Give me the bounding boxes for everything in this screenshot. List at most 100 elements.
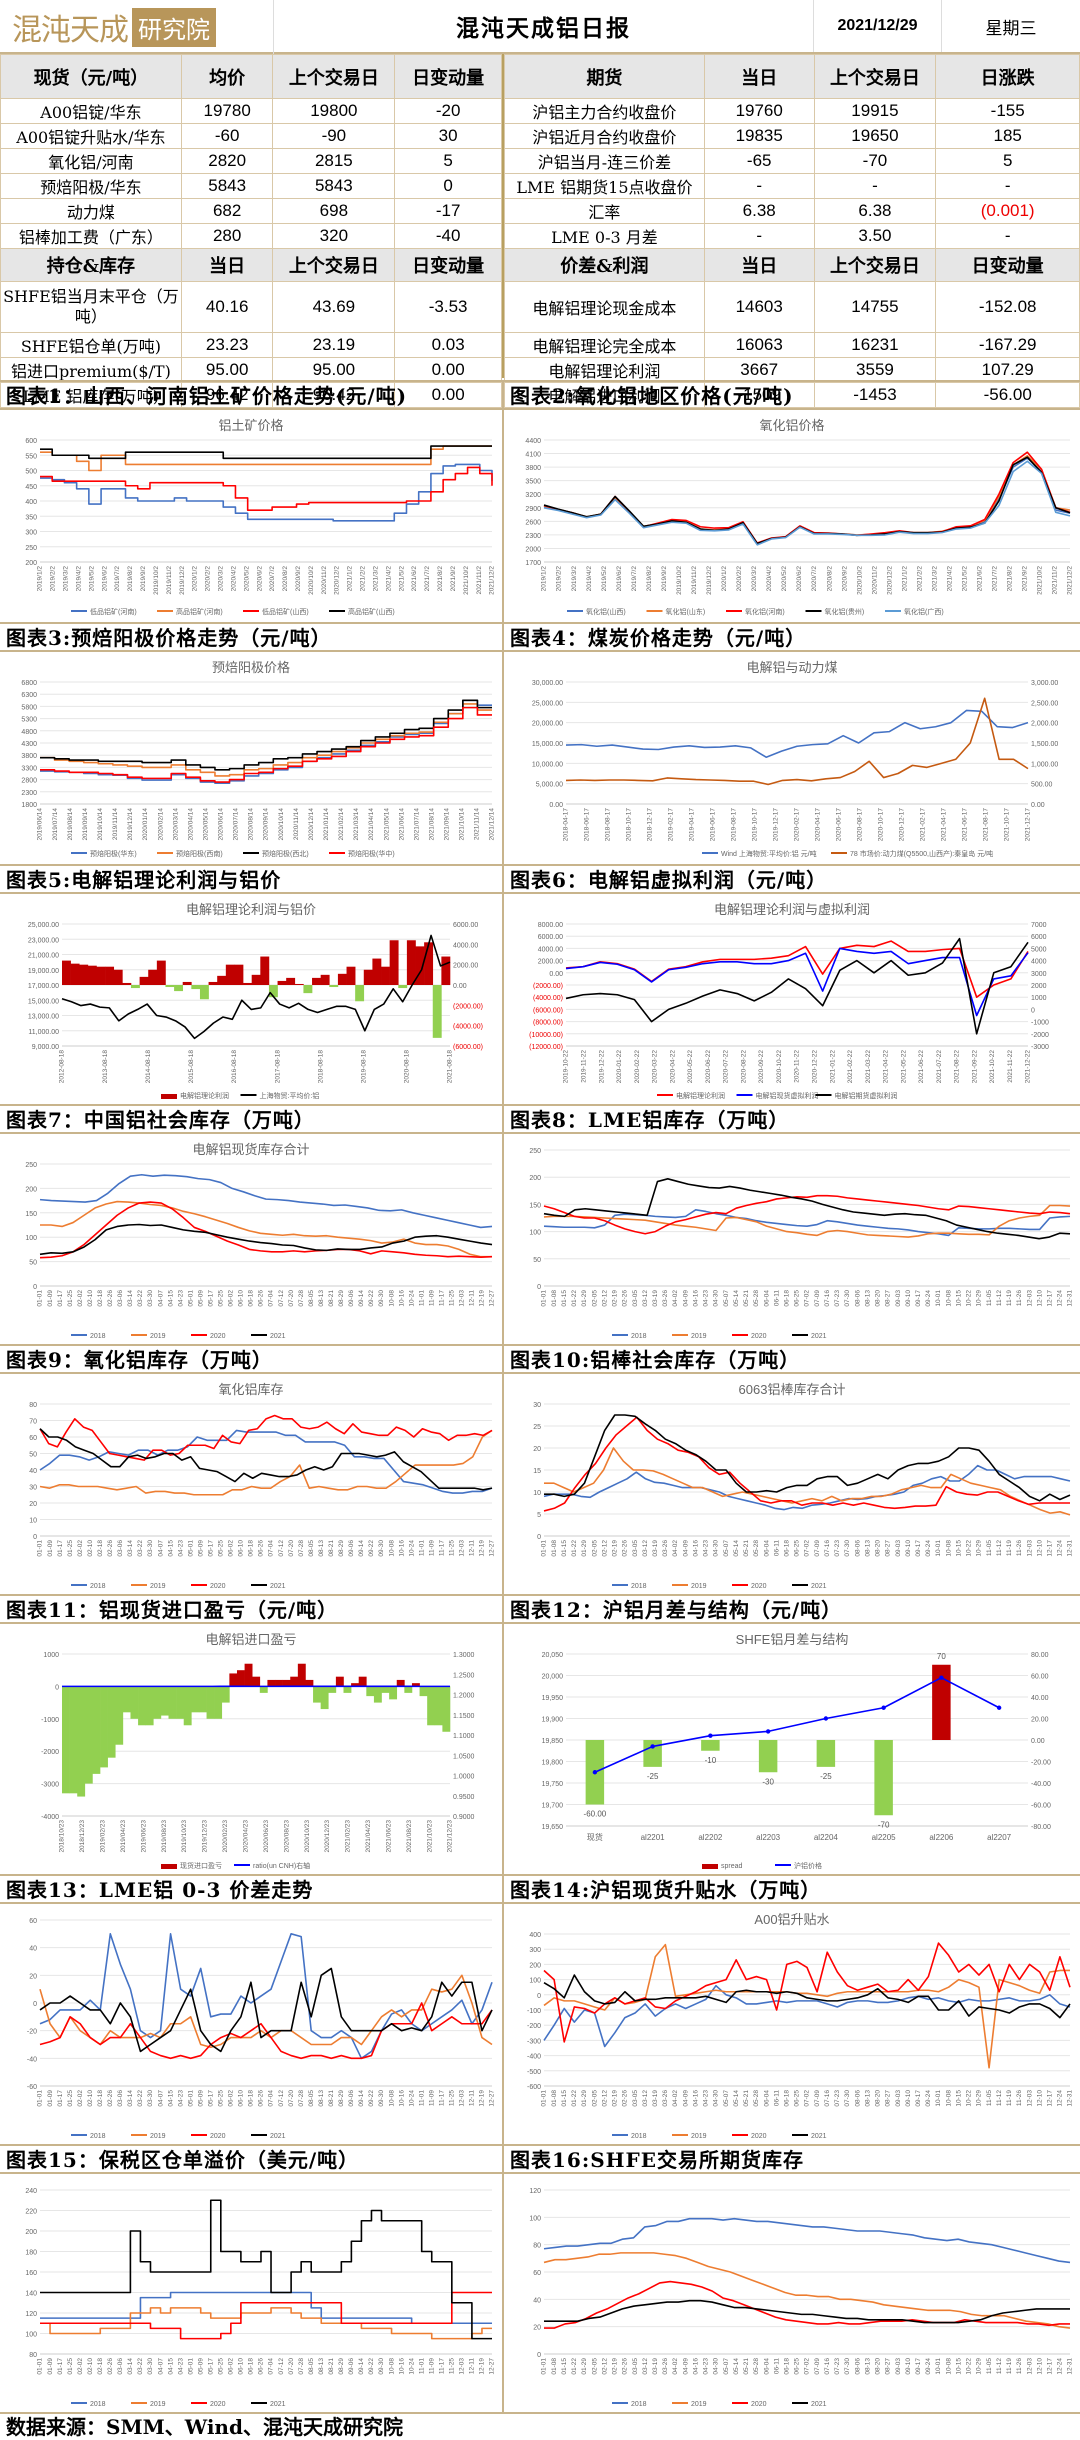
svg-text:电解铝理论利润: 电解铝理论利润 bbox=[676, 1091, 725, 1100]
svg-text:2021-12-22: 2021-12-22 bbox=[1025, 1050, 1032, 1084]
svg-text:2020/10/14: 2020/10/14 bbox=[278, 808, 285, 841]
svg-text:11-19: 11-19 bbox=[1006, 2358, 1013, 2375]
section-title: 图表12：沪铝月差与结构（元/吨） bbox=[504, 1596, 1080, 1624]
svg-text:高品铝矿(河南): 高品铝矿(河南) bbox=[176, 607, 223, 616]
svg-text:氧化铝(山东): 氧化铝(山东) bbox=[666, 607, 706, 616]
svg-text:09-14: 09-14 bbox=[358, 1290, 365, 1307]
svg-text:11-01: 11-01 bbox=[418, 1540, 425, 1557]
svg-text:30: 30 bbox=[29, 1485, 37, 1492]
svg-text:1.1000: 1.1000 bbox=[453, 1733, 475, 1740]
svg-text:06-02: 06-02 bbox=[228, 2090, 235, 2107]
svg-text:02-10: 02-10 bbox=[87, 1540, 94, 1557]
svg-text:2021/12/2: 2021/12/2 bbox=[489, 566, 496, 595]
svg-text:2900: 2900 bbox=[525, 506, 541, 513]
svg-text:02-18: 02-18 bbox=[97, 1540, 104, 1557]
svg-text:08-20: 08-20 bbox=[875, 2358, 882, 2375]
cell: -155 bbox=[935, 98, 1080, 124]
svg-text:05-28: 05-28 bbox=[753, 2358, 760, 2375]
svg-text:2019/1/2: 2019/1/2 bbox=[37, 566, 44, 592]
svg-text:10-08: 10-08 bbox=[945, 2090, 952, 2107]
svg-text:2020: 2020 bbox=[751, 1583, 767, 1590]
svg-text:09-06: 09-06 bbox=[348, 1290, 355, 1307]
svg-text:01-01: 01-01 bbox=[37, 2358, 44, 2375]
svg-text:2020/05/14: 2020/05/14 bbox=[202, 808, 209, 841]
svg-text:10-24: 10-24 bbox=[408, 2358, 415, 2375]
svg-text:(8000.00): (8000.00) bbox=[533, 1020, 563, 1027]
svg-text:05-14: 05-14 bbox=[733, 2090, 740, 2107]
row-label: 动力煤 bbox=[0, 198, 182, 224]
svg-text:09-22: 09-22 bbox=[368, 2358, 375, 2375]
svg-text:10: 10 bbox=[533, 1490, 541, 1497]
cell: 96.42 bbox=[272, 382, 396, 408]
svg-text:09-17: 09-17 bbox=[915, 2090, 922, 2107]
svg-text:2020/12/23: 2020/12/23 bbox=[324, 1820, 331, 1853]
svg-text:05-14: 05-14 bbox=[733, 2358, 740, 2375]
chart-title: 预焙阳极价格 bbox=[212, 660, 290, 675]
svg-text:0: 0 bbox=[33, 2001, 37, 2008]
table-row: 电解铝理论现金成本 14603 14755 -152.08 bbox=[504, 281, 1080, 333]
svg-text:06-26: 06-26 bbox=[258, 1540, 265, 1557]
svg-text:04-30: 04-30 bbox=[713, 1540, 720, 1557]
svg-text:07-30: 07-30 bbox=[844, 1540, 851, 1557]
alumina-inventory-chart: 氧化铝库存 0 10 20 30 40 50 60 70 80 01-01 01-09 01-17 01-… bbox=[29, 1382, 496, 1590]
svg-text:2020/12/2: 2020/12/2 bbox=[334, 566, 341, 595]
table-row: A00铝锭/华东 19780 19800 -20 bbox=[0, 98, 502, 124]
svg-text:100: 100 bbox=[529, 2215, 541, 2222]
section-title: 图表2:氧化铝地区价格(元/吨) bbox=[504, 382, 1080, 410]
svg-text:03-19: 03-19 bbox=[652, 2358, 659, 2375]
svg-text:08-20: 08-20 bbox=[875, 1290, 882, 1307]
svg-text:05-28: 05-28 bbox=[753, 2090, 760, 2107]
svg-text:2020: 2020 bbox=[751, 2401, 767, 2408]
svg-text:2021/02/14: 2021/02/14 bbox=[338, 808, 345, 841]
svg-text:2020/4/2: 2020/4/2 bbox=[766, 566, 773, 592]
svg-text:2021: 2021 bbox=[811, 1583, 827, 1590]
svg-text:3,000.00: 3,000.00 bbox=[1031, 680, 1058, 687]
row-label: LME 铝期货15点收盘价 bbox=[504, 173, 705, 199]
svg-text:06-26: 06-26 bbox=[258, 2358, 265, 2375]
svg-text:11-01: 11-01 bbox=[418, 1290, 425, 1307]
svg-text:2019/9/2: 2019/9/2 bbox=[140, 566, 147, 592]
svg-text:11-26: 11-26 bbox=[1016, 1540, 1023, 1557]
svg-text:03-06: 03-06 bbox=[117, 1290, 124, 1307]
svg-text:06-18: 06-18 bbox=[248, 2090, 255, 2107]
svg-text:01-17: 01-17 bbox=[57, 1290, 64, 1307]
svg-text:2020-09-22: 2020-09-22 bbox=[758, 1050, 765, 1084]
svg-text:2021-09-22: 2021-09-22 bbox=[971, 1050, 978, 1084]
svg-text:4000.00: 4000.00 bbox=[453, 942, 478, 949]
row-label: 电解铝进口利润 bbox=[504, 382, 705, 408]
svg-text:2019/2/2: 2019/2/2 bbox=[556, 566, 563, 592]
svg-text:09-14: 09-14 bbox=[358, 1540, 365, 1557]
svg-text:2021: 2021 bbox=[270, 1333, 286, 1340]
svg-text:08-21: 08-21 bbox=[328, 1290, 335, 1307]
svg-text:07-16: 07-16 bbox=[824, 1540, 831, 1557]
svg-text:2021-06-17: 2021-06-17 bbox=[962, 808, 969, 842]
svg-text:(6000.00): (6000.00) bbox=[533, 1007, 563, 1014]
svg-text:03-06: 03-06 bbox=[117, 2358, 124, 2375]
svg-text:19,950: 19,950 bbox=[542, 1695, 564, 1702]
svg-text:2019-12-22: 2019-12-22 bbox=[598, 1050, 605, 1084]
svg-text:11-26: 11-26 bbox=[1016, 2090, 1023, 2107]
svg-text:06-18: 06-18 bbox=[248, 2358, 255, 2375]
svg-text:10-29: 10-29 bbox=[976, 2358, 983, 2375]
svg-text:600: 600 bbox=[25, 438, 37, 445]
table-row: 汇率 6.38 6.38 (0.001) bbox=[504, 198, 1080, 224]
cell: -90 bbox=[272, 123, 396, 149]
svg-text:25: 25 bbox=[533, 1424, 541, 1431]
svg-text:2019/06/23: 2019/06/23 bbox=[140, 1820, 147, 1853]
svg-text:03-14: 03-14 bbox=[127, 1540, 134, 1557]
chart-title: 电解铝与动力煤 bbox=[746, 660, 837, 675]
svg-text:3300: 3300 bbox=[21, 765, 37, 772]
svg-text:20,000: 20,000 bbox=[542, 1674, 564, 1681]
bauxite-price-chart: 铝土矿价格 200 250 300 350 400 450 500 550 600 2019/1/2… bbox=[25, 418, 496, 616]
section-title: 图表7：中国铝社会库存（万吨） bbox=[0, 1106, 502, 1134]
row-label: 沪铝当月-连三价差 bbox=[504, 148, 705, 174]
svg-text:07-28: 07-28 bbox=[298, 1540, 305, 1557]
svg-text:07-09: 07-09 bbox=[814, 1540, 821, 1557]
virtual-profit-chart: 电解铝理论利润与虚拟利润 (12000.00) (10000.00) (8000.00… bbox=[529, 902, 1049, 1100]
svg-text:2021-04-22: 2021-04-22 bbox=[883, 1050, 890, 1084]
svg-text:02-02: 02-02 bbox=[77, 1540, 84, 1557]
svg-text:2021-08-17: 2021-08-17 bbox=[983, 808, 990, 842]
svg-text:2014-08-18: 2014-08-18 bbox=[145, 1050, 152, 1084]
svg-text:09-03: 09-03 bbox=[895, 2358, 902, 2375]
svg-text:09-10: 09-10 bbox=[905, 1540, 912, 1557]
